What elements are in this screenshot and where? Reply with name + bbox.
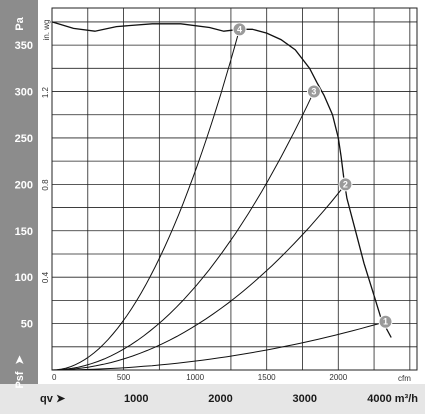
x-secondary-tick-label: 3000 bbox=[293, 393, 317, 405]
curves bbox=[51, 21, 392, 371]
operating-point-label: 3 bbox=[311, 87, 316, 97]
operating-point-marker bbox=[378, 314, 393, 329]
operating-point-label: 2 bbox=[343, 179, 348, 189]
operating-point-marker bbox=[338, 177, 353, 192]
y-axis-name: Psf bbox=[14, 371, 26, 388]
y-axis-band bbox=[0, 0, 38, 394]
corner-band bbox=[0, 384, 38, 414]
y-axis-arrow: ➤ bbox=[14, 355, 26, 365]
y-secondary-tick-label: 1.2 bbox=[41, 86, 50, 98]
x-tick-label: 500 bbox=[117, 373, 131, 382]
y-tick-label: 300 bbox=[15, 87, 33, 99]
x-unit-label: cfm bbox=[398, 374, 411, 383]
x-tick-label: 0 bbox=[52, 373, 57, 382]
x-secondary-tick-label: 1000 bbox=[124, 393, 148, 405]
x-secondary-tick-label: 2000 bbox=[208, 393, 232, 405]
system-curve-line bbox=[51, 91, 315, 371]
operating-point-label: 4 bbox=[237, 24, 242, 34]
system-curve-line bbox=[52, 321, 386, 371]
x-secondary-tick-label: 4000 m³/h bbox=[367, 393, 418, 405]
fan-curve-line bbox=[51, 21, 392, 338]
y-tick-label: 100 bbox=[15, 272, 33, 284]
y-tick-label: 150 bbox=[15, 226, 33, 238]
y-tick-label: 350 bbox=[15, 40, 33, 52]
y-tick-label: 250 bbox=[15, 133, 33, 145]
operating-point-marker bbox=[232, 22, 247, 37]
operating-point-marker bbox=[306, 84, 321, 99]
y-tick-label: 50 bbox=[21, 319, 33, 331]
x-axis-name: qv bbox=[40, 393, 54, 405]
system-curve-line bbox=[51, 184, 346, 371]
y-secondary-unit-label: in. wg bbox=[42, 20, 51, 41]
system-curve-line bbox=[51, 29, 240, 371]
operating-points: 4 3 2 1 bbox=[232, 22, 393, 329]
x-tick-label: 1000 bbox=[186, 373, 204, 382]
y-tick-label: 200 bbox=[15, 179, 33, 191]
x-tick-label: 1500 bbox=[258, 373, 276, 382]
plot-area bbox=[51, 7, 418, 371]
operating-point-label: 1 bbox=[383, 317, 388, 327]
y-secondary-tick-label: 0.4 bbox=[41, 271, 50, 283]
tick-labels: 50 100 150 200 250 300 350 0.4 0.8 1.2 0 500 1000 150… bbox=[15, 40, 419, 405]
x-axis-arrow: ➤ bbox=[56, 393, 66, 405]
y-unit-label: Pa bbox=[14, 16, 26, 30]
x-tick-label: 2000 bbox=[329, 373, 347, 382]
y-secondary-tick-label: 0.8 bbox=[41, 179, 50, 191]
x-axis-band bbox=[38, 384, 425, 414]
grid bbox=[52, 8, 417, 370]
